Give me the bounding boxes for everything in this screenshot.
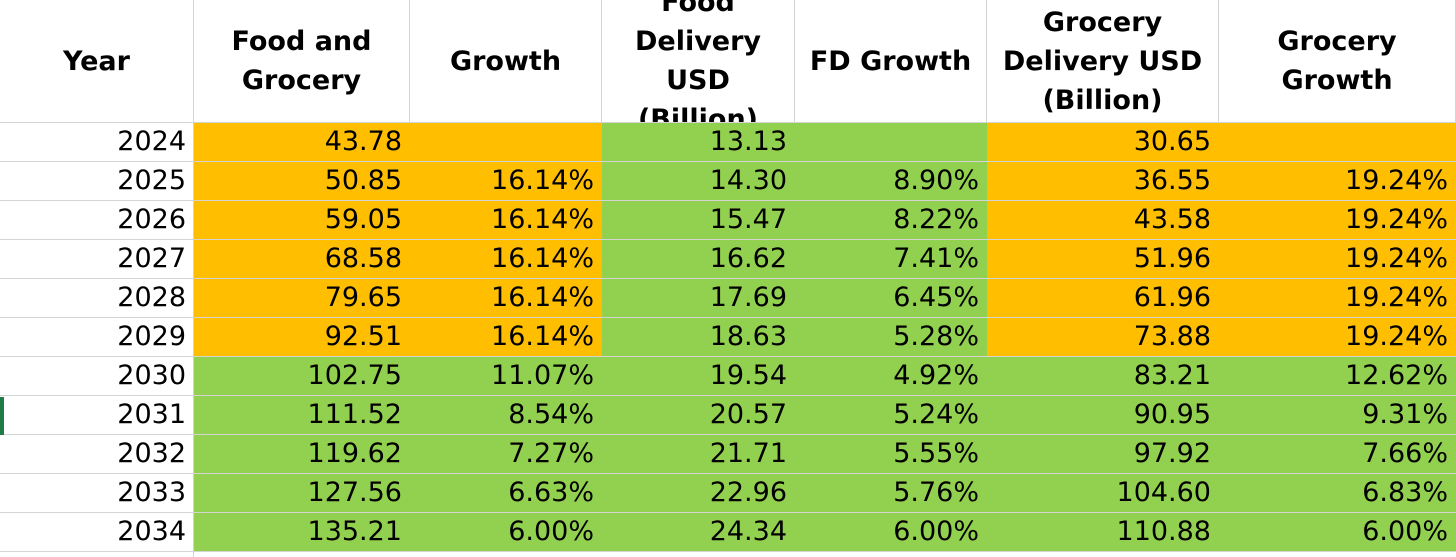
cell-food-delivery-usd[interactable]: 17.69 xyxy=(602,278,795,317)
cell-grocery-delivery-usd[interactable]: 51.96 xyxy=(987,239,1219,278)
grid-line xyxy=(193,122,194,557)
cell-food-delivery-usd[interactable]: 20.57 xyxy=(602,395,795,434)
cell-growth[interactable]: 6.63% xyxy=(410,473,602,512)
header-growth[interactable]: Growth xyxy=(410,0,602,122)
cell-fd-growth[interactable]: 6.00% xyxy=(795,512,987,551)
cell-year[interactable]: 2034 xyxy=(0,512,194,551)
cell-grocery-delivery-usd[interactable]: 36.55 xyxy=(987,161,1219,200)
cell-fd-growth[interactable]: 4.92% xyxy=(795,356,987,395)
header-grocery-growth[interactable]: Grocery Growth xyxy=(1219,0,1456,122)
cell-growth[interactable]: 16.14% xyxy=(410,161,602,200)
header-food-delivery-usd[interactable]: Food Delivery USD (Billion) xyxy=(602,0,795,135)
header-year[interactable]: Year xyxy=(0,0,194,122)
grid-line xyxy=(0,356,1456,357)
cell-fd-growth[interactable]: 5.24% xyxy=(795,395,987,434)
grid-line xyxy=(0,161,1456,162)
cell-food-and-grocery[interactable]: 50.85 xyxy=(194,161,410,200)
cell-year[interactable]: 2027 xyxy=(0,239,194,278)
cell-food-delivery-usd[interactable]: 14.30 xyxy=(602,161,795,200)
cell-food-delivery-usd[interactable]: 22.96 xyxy=(602,473,795,512)
cell-grocery-delivery-usd[interactable]: 30.65 xyxy=(987,122,1219,161)
grid-line xyxy=(0,473,1456,474)
cell-food-delivery-usd[interactable]: 18.63 xyxy=(602,317,795,356)
cell-fd-growth[interactable]: 8.22% xyxy=(795,200,987,239)
cell-year[interactable]: 2031 xyxy=(0,395,194,434)
cell-food-and-grocery[interactable]: 119.62 xyxy=(194,434,410,473)
cell-fd-growth[interactable]: 6.45% xyxy=(795,278,987,317)
cell-food-and-grocery[interactable]: 102.75 xyxy=(194,356,410,395)
grid-line xyxy=(0,551,1456,552)
cell-grocery-delivery-usd[interactable]: 83.21 xyxy=(987,356,1219,395)
cell-food-delivery-usd[interactable]: 16.62 xyxy=(602,239,795,278)
cell-fd-growth[interactable]: 8.90% xyxy=(795,161,987,200)
cell-grocery-delivery-usd[interactable]: 90.95 xyxy=(987,395,1219,434)
cell-fd-growth[interactable]: 5.55% xyxy=(795,434,987,473)
cell-grocery-delivery-usd[interactable]: 73.88 xyxy=(987,317,1219,356)
cell-grocery-growth[interactable]: 19.24% xyxy=(1219,239,1456,278)
cell-grocery-delivery-usd[interactable]: 97.92 xyxy=(987,434,1219,473)
cell-year[interactable]: 2025 xyxy=(0,161,194,200)
cell-grocery-growth[interactable]: 6.83% xyxy=(1219,473,1456,512)
cell-year[interactable]: 2029 xyxy=(0,317,194,356)
cell-grocery-growth[interactable]: 19.24% xyxy=(1219,200,1456,239)
grid-line xyxy=(0,317,1456,318)
cell-food-and-grocery[interactable]: 59.05 xyxy=(194,200,410,239)
cell-food-and-grocery[interactable]: 79.65 xyxy=(194,278,410,317)
grid-line xyxy=(0,512,1456,513)
cell-grocery-delivery-usd[interactable]: 110.88 xyxy=(987,512,1219,551)
cell-year[interactable]: 2033 xyxy=(0,473,194,512)
cell-grocery-delivery-usd[interactable]: 43.58 xyxy=(987,200,1219,239)
cell-grocery-growth[interactable]: 19.24% xyxy=(1219,161,1456,200)
header-fd-growth[interactable]: FD Growth xyxy=(795,0,987,122)
cell-year[interactable]: 2026 xyxy=(0,200,194,239)
cell-food-delivery-usd[interactable]: 13.13 xyxy=(602,122,795,161)
cell-food-delivery-usd[interactable]: 24.34 xyxy=(602,512,795,551)
grid-line xyxy=(0,239,1456,240)
cell-food-delivery-usd[interactable]: 19.54 xyxy=(602,356,795,395)
cell-grocery-growth[interactable] xyxy=(1219,122,1456,161)
cell-food-and-grocery[interactable]: 68.58 xyxy=(194,239,410,278)
cell-food-and-grocery[interactable]: 43.78 xyxy=(194,122,410,161)
cell-grocery-delivery-usd[interactable]: 61.96 xyxy=(987,278,1219,317)
header-grocery-delivery-usd[interactable]: Grocery Delivery USD (Billion) xyxy=(987,0,1219,122)
cell-grocery-delivery-usd[interactable]: 104.60 xyxy=(987,473,1219,512)
cell-fd-growth[interactable] xyxy=(795,122,987,161)
cell-food-delivery-usd[interactable]: 21.71 xyxy=(602,434,795,473)
cell-grocery-growth[interactable]: 9.31% xyxy=(1219,395,1456,434)
cell-grocery-growth[interactable]: 19.24% xyxy=(1219,317,1456,356)
cell-food-and-grocery[interactable]: 111.52 xyxy=(194,395,410,434)
row-selection-marker xyxy=(0,397,4,435)
cell-food-and-grocery[interactable]: 127.56 xyxy=(194,473,410,512)
grid-line xyxy=(0,200,1456,201)
cell-grocery-growth[interactable]: 7.66% xyxy=(1219,434,1456,473)
cell-fd-growth[interactable]: 5.28% xyxy=(795,317,987,356)
cell-year[interactable]: 2024 xyxy=(0,122,194,161)
cell-year[interactable]: 2032 xyxy=(0,434,194,473)
cell-year[interactable]: 2028 xyxy=(0,278,194,317)
grid-line xyxy=(0,278,1456,279)
cell-growth[interactable] xyxy=(410,122,602,161)
cell-growth[interactable]: 6.00% xyxy=(410,512,602,551)
cell-grocery-growth[interactable]: 19.24% xyxy=(1219,278,1456,317)
cell-year[interactable]: 2030 xyxy=(0,356,194,395)
cell-fd-growth[interactable]: 7.41% xyxy=(795,239,987,278)
cell-fd-growth[interactable]: 5.76% xyxy=(795,473,987,512)
cell-grocery-growth[interactable]: 6.00% xyxy=(1219,512,1456,551)
grid-line xyxy=(0,122,1456,123)
cell-grocery-growth[interactable]: 12.62% xyxy=(1219,356,1456,395)
cell-food-delivery-usd[interactable]: 15.47 xyxy=(602,200,795,239)
grid-line xyxy=(0,434,1456,435)
cell-growth[interactable]: 16.14% xyxy=(410,239,602,278)
cell-growth[interactable]: 11.07% xyxy=(410,356,602,395)
cell-food-and-grocery[interactable]: 92.51 xyxy=(194,317,410,356)
header-food-and-grocery[interactable]: Food and Grocery xyxy=(194,0,410,122)
cell-growth[interactable]: 8.54% xyxy=(410,395,602,434)
cell-growth[interactable]: 16.14% xyxy=(410,317,602,356)
cell-growth[interactable]: 7.27% xyxy=(410,434,602,473)
cell-growth[interactable]: 16.14% xyxy=(410,200,602,239)
grid-line xyxy=(0,395,1456,396)
cell-food-and-grocery[interactable]: 135.21 xyxy=(194,512,410,551)
cell-growth[interactable]: 16.14% xyxy=(410,278,602,317)
